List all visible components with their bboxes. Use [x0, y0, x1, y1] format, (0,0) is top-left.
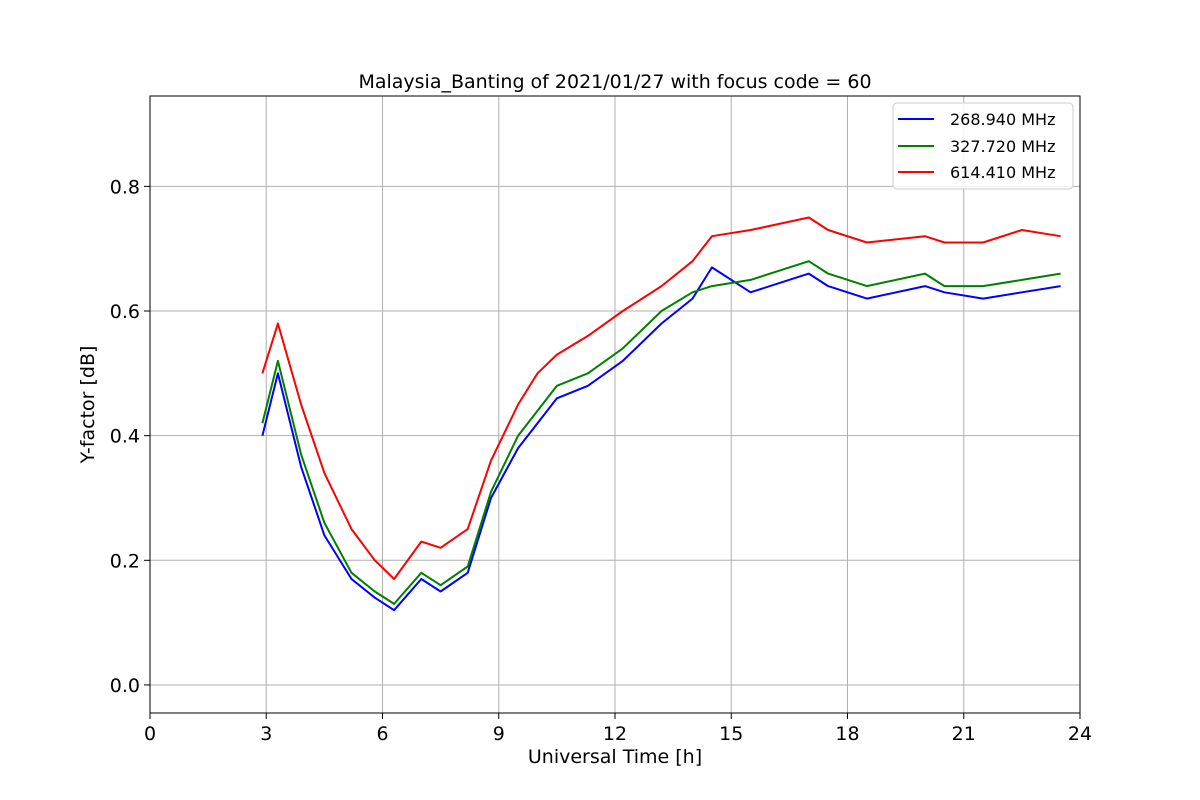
series-line-1: [261, 260, 1061, 605]
x-tick-label: 3: [260, 723, 272, 745]
x-tick-label: 18: [835, 723, 859, 745]
y-tick-label: 0.0: [110, 675, 140, 697]
series-lines: [261, 216, 1061, 612]
x-tick-label: 12: [603, 723, 627, 745]
x-tick-label: 9: [493, 723, 505, 745]
legend: 268.940 MHz 327.720 MHz 614.410 MHz: [892, 102, 1074, 190]
x-tick-label: 21: [952, 723, 976, 745]
series-line-0: [261, 266, 1061, 612]
legend-label-614: 614.410 MHz: [950, 163, 1055, 182]
y-tick-label: 0.8: [110, 176, 140, 198]
x-tick-label: 6: [376, 723, 388, 745]
y-tick-label: 0.4: [110, 426, 140, 448]
legend-label-327: 327.720 MHz: [950, 137, 1055, 156]
x-tick-label: 0: [144, 723, 156, 745]
legend-box: [892, 102, 1074, 190]
chart-title: Malaysia_Banting of 2021/01/27 with focu…: [358, 71, 871, 93]
x-tick-label: 15: [719, 723, 743, 745]
legend-label-268: 268.940 MHz: [950, 110, 1055, 129]
x-tick-label: 24: [1068, 723, 1092, 745]
series-line-2: [261, 216, 1061, 580]
y-tick-label: 0.6: [110, 301, 140, 323]
x-axis-label: Universal Time [h]: [528, 746, 702, 768]
y-axis-label: Y-factor [dB]: [77, 346, 99, 465]
axis-ticks: 0 3 6 9 12 15 18 21 24 0.0 0.2 0.4 0.6 0.8: [110, 176, 1092, 745]
y-tick-label: 0.2: [110, 550, 140, 572]
grid-lines: [149, 96, 1081, 713]
